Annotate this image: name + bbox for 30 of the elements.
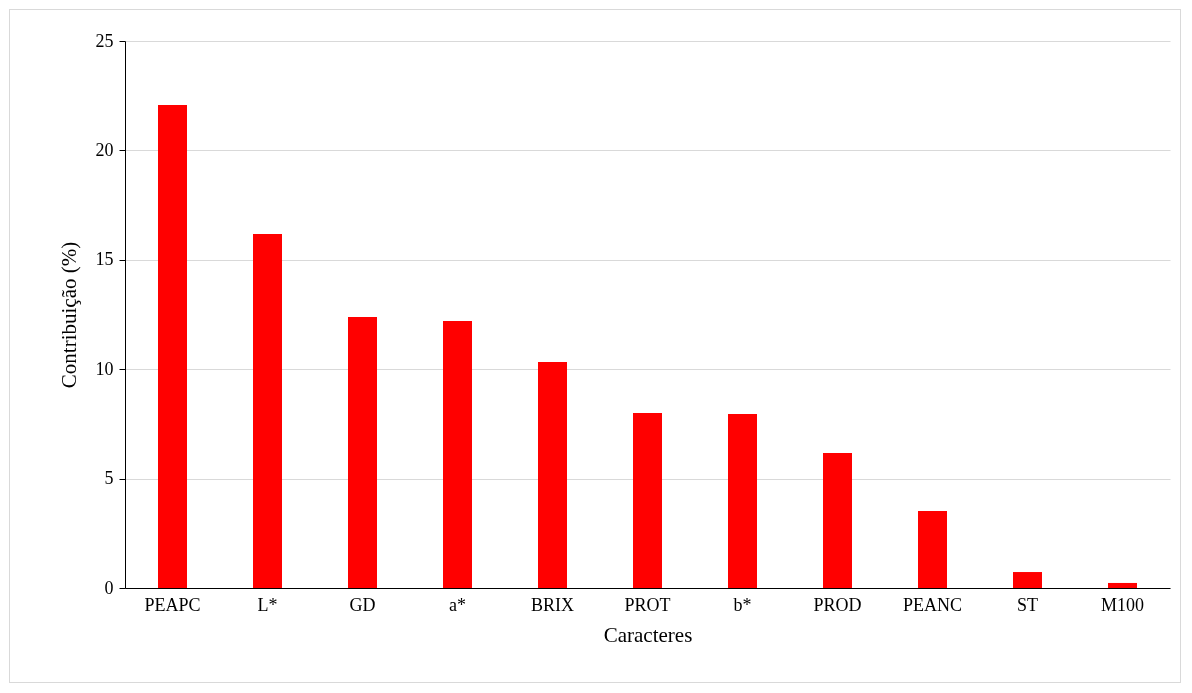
x-tick-label: PROT	[624, 594, 671, 615]
bar	[538, 361, 567, 588]
bar	[1108, 582, 1137, 588]
x-tick-label: b*	[733, 594, 752, 615]
y-tick-label: 25	[95, 30, 114, 51]
y-axis-title: Contribuição (%)	[56, 241, 81, 389]
bar	[728, 414, 757, 588]
x-tick-label: PROD	[813, 594, 862, 615]
bar	[253, 233, 282, 588]
bar	[348, 316, 377, 588]
bar	[918, 510, 947, 588]
bar	[823, 453, 852, 588]
y-tick-label: 15	[95, 249, 114, 270]
y-tick-label: 20	[95, 139, 114, 160]
y-tick-label: 5	[104, 468, 114, 489]
x-tick-label: PEAPC	[144, 594, 201, 615]
bar	[443, 321, 472, 588]
y-tick-label: 10	[95, 358, 114, 379]
x-tick-label: ST	[1016, 594, 1039, 615]
y-tick-label: 0	[104, 577, 114, 598]
x-tick-label: L*	[257, 594, 278, 615]
x-tick-label: M100	[1100, 594, 1145, 615]
x-tick-label: BRIX	[530, 594, 575, 615]
bar	[633, 412, 662, 588]
x-tick-label: a*	[449, 594, 466, 615]
bar	[158, 105, 187, 588]
bar	[1013, 572, 1042, 588]
x-tick-label: GD	[349, 594, 376, 615]
x-axis-title: Caracteres	[603, 622, 693, 647]
x-tick-label: PEANC	[902, 594, 963, 615]
